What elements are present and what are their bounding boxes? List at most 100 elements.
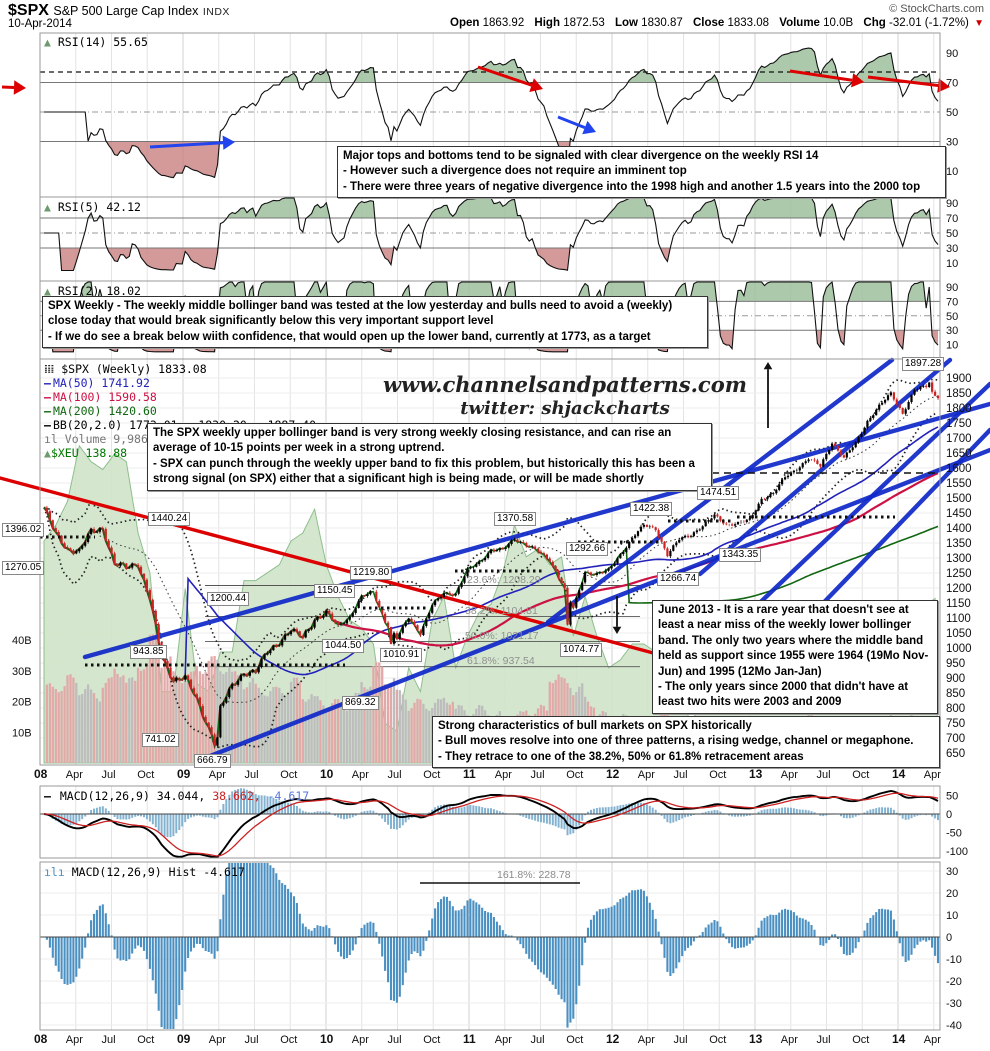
svg-text:30: 30 [946, 866, 958, 878]
rsi2-legend: ▲ RSI(2) 18.02 [44, 284, 141, 298]
svg-text:1350: 1350 [946, 538, 972, 550]
svg-text:Oct: Oct [566, 1034, 583, 1046]
line-swatch-icon: — [44, 376, 51, 390]
line-swatch-icon: — [44, 390, 51, 404]
price-callout: 1074.77 [560, 643, 603, 657]
candlestick-icon: 𝍖 [44, 362, 55, 376]
price-callout: 1422.38 [630, 502, 673, 516]
svg-text:1250: 1250 [946, 568, 972, 580]
svg-text:Apr: Apr [352, 1034, 369, 1046]
svg-text:1850: 1850 [946, 388, 972, 400]
xeu-legend: ▲$XEU 138.88 [44, 446, 128, 460]
chg-value: -32.01 (-1.72%) [888, 17, 969, 29]
svg-text:-100: -100 [946, 846, 968, 858]
open-label: Open [450, 17, 480, 29]
svg-text:-50: -50 [946, 828, 962, 840]
ma50-line [43, 426, 939, 683]
svg-text:Oct: Oct [709, 769, 726, 781]
svg-text:09: 09 [177, 1032, 191, 1046]
svg-text:Jul: Jul [102, 1034, 116, 1046]
svg-text:10: 10 [320, 1032, 334, 1046]
chg-label: Chg [863, 17, 886, 29]
svg-text:1750: 1750 [946, 418, 972, 430]
svg-text:Apr: Apr [209, 1034, 226, 1046]
svg-text:650: 650 [946, 748, 965, 760]
fib-retracement-label: 23.6%: 1208.29 [467, 574, 541, 586]
histogram-icon: ılı [44, 865, 65, 879]
svg-text:Jul: Jul [531, 769, 545, 781]
svg-text:Oct: Oct [852, 1034, 869, 1046]
svg-text:30: 30 [946, 325, 958, 337]
price-callout: 1010.91 [380, 648, 423, 662]
svg-text:12: 12 [606, 1032, 620, 1046]
volume-bars-icon: ıl [44, 432, 58, 446]
svg-text:1900: 1900 [946, 373, 972, 385]
svg-text:1650: 1650 [946, 448, 972, 460]
fib-retracement-label: 61.8%: 937.54 [467, 655, 535, 667]
low-value: 1830.87 [641, 17, 683, 29]
price-callout: 666.79 [194, 754, 231, 768]
svg-text:Jul: Jul [388, 1034, 402, 1046]
svg-text:750: 750 [946, 718, 965, 730]
chart-date: 10-Apr-2014 [8, 18, 72, 30]
price-callout: 869.32 [342, 696, 379, 710]
watermark-twitter: twitter: shjackcharts [460, 398, 670, 419]
volume-label: Volume [779, 17, 820, 29]
svg-text:-10: -10 [946, 954, 962, 966]
bb-middle [43, 396, 939, 704]
svg-text:800: 800 [946, 703, 965, 715]
svg-text:-30: -30 [946, 998, 962, 1010]
svg-text:1800: 1800 [946, 403, 972, 415]
svg-text:900: 900 [946, 673, 965, 685]
svg-text:10: 10 [946, 258, 958, 270]
copyright: © StockCharts.com [889, 3, 984, 15]
svg-text:Apr: Apr [66, 1034, 83, 1046]
svg-text:10: 10 [946, 166, 958, 178]
svg-text:Apr: Apr [495, 769, 512, 781]
svg-text:850: 850 [946, 688, 965, 700]
svg-text:Apr: Apr [781, 769, 798, 781]
svg-text:1700: 1700 [946, 433, 972, 445]
watermark-site: www.channelsandpatterns.com [383, 372, 747, 397]
high-value: 1872.53 [563, 17, 605, 29]
svg-text:14: 14 [892, 767, 906, 781]
svg-text:10B: 10B [12, 727, 32, 739]
svg-text:Apr: Apr [352, 769, 369, 781]
mountain-icon: ▲ [44, 35, 51, 49]
price-callout: 1370.58 [494, 512, 537, 526]
line-swatch-icon: — [44, 789, 51, 803]
fib-extension-label: 161.8%: 228.78 [497, 869, 571, 881]
high-label: High [534, 17, 560, 29]
price-callout: 741.02 [142, 733, 179, 747]
macd-line [43, 790, 939, 858]
line-swatch-icon: — [44, 418, 51, 432]
svg-text:Apr: Apr [924, 1034, 941, 1046]
close-label: Close [692, 17, 725, 29]
rsi14-legend: ▲ RSI(14) 55.65 [44, 35, 148, 49]
svg-text:1450: 1450 [946, 508, 972, 520]
candle-bodies-up [75, 382, 931, 746]
mountain-icon: ▲ [44, 446, 51, 460]
fib-retracement-label: 38.2%: 1104.81 [465, 605, 538, 617]
symbol-name: S&P 500 Large Cap Index [53, 4, 199, 18]
svg-text:1600: 1600 [946, 463, 972, 475]
svg-text:1000: 1000 [946, 643, 972, 655]
line-swatch-icon: — [44, 404, 51, 418]
svg-text:11: 11 [463, 1032, 476, 1046]
svg-text:Apr: Apr [781, 1034, 798, 1046]
svg-text:Oct: Oct [280, 769, 297, 781]
svg-text:Jul: Jul [674, 769, 688, 781]
annotation-rsi-divergence: Major tops and bottoms tend to be signal… [337, 146, 946, 199]
svg-text:1150: 1150 [946, 598, 971, 610]
svg-text:30B: 30B [12, 666, 32, 678]
macd-legend: — MACD(12,26,9) 34.044, 38.662, -4.617 [44, 789, 310, 803]
chg-down-triangle-icon[interactable]: ▼ [974, 18, 984, 29]
svg-text:Apr: Apr [924, 769, 941, 781]
svg-text:1100: 1100 [946, 613, 971, 625]
svg-text:Jul: Jul [388, 769, 402, 781]
svg-text:70: 70 [946, 296, 958, 308]
svg-text:12: 12 [606, 767, 620, 781]
rsi14-line [44, 47, 939, 179]
svg-text:1050: 1050 [946, 628, 972, 640]
svg-text:Jul: Jul [102, 769, 116, 781]
